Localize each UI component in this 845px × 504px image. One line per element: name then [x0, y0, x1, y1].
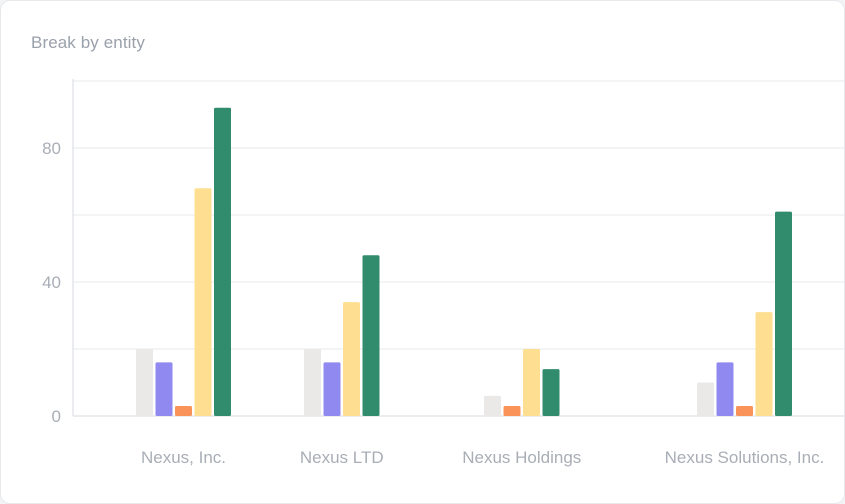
- bars: [136, 107, 792, 417]
- category-label: Nexus Solutions, Inc.: [665, 448, 825, 467]
- category-label: Nexus, Inc.: [141, 448, 226, 467]
- bar: [736, 405, 753, 416]
- bar: [214, 107, 231, 417]
- chart-title: Break by entity: [31, 33, 145, 52]
- bar: [484, 395, 501, 416]
- bar: [323, 362, 341, 416]
- bar: [343, 302, 360, 416]
- bar: [362, 255, 380, 416]
- bar: [136, 349, 153, 416]
- y-axis-ticks: 0 40 80: [42, 139, 61, 426]
- bar: [542, 369, 560, 416]
- grid-lines: [73, 80, 844, 350]
- category-label: Nexus Holdings: [462, 448, 581, 467]
- category-label: Nexus LTD: [300, 448, 384, 467]
- bar: [775, 211, 792, 416]
- bar: [175, 405, 192, 416]
- bar: [755, 312, 773, 416]
- bar: [503, 405, 521, 416]
- y-tick-label: 40: [42, 273, 61, 292]
- bar: [194, 188, 212, 416]
- bar: [716, 362, 734, 416]
- x-axis-categories: Nexus, Inc. Nexus LTD Nexus Holdings Nexus …: [141, 448, 824, 467]
- bar: [697, 382, 714, 416]
- y-tick-label: 0: [52, 407, 61, 426]
- y-tick-label: 80: [42, 139, 61, 158]
- bar: [304, 349, 321, 416]
- bar: [523, 349, 540, 416]
- bar: [155, 362, 173, 416]
